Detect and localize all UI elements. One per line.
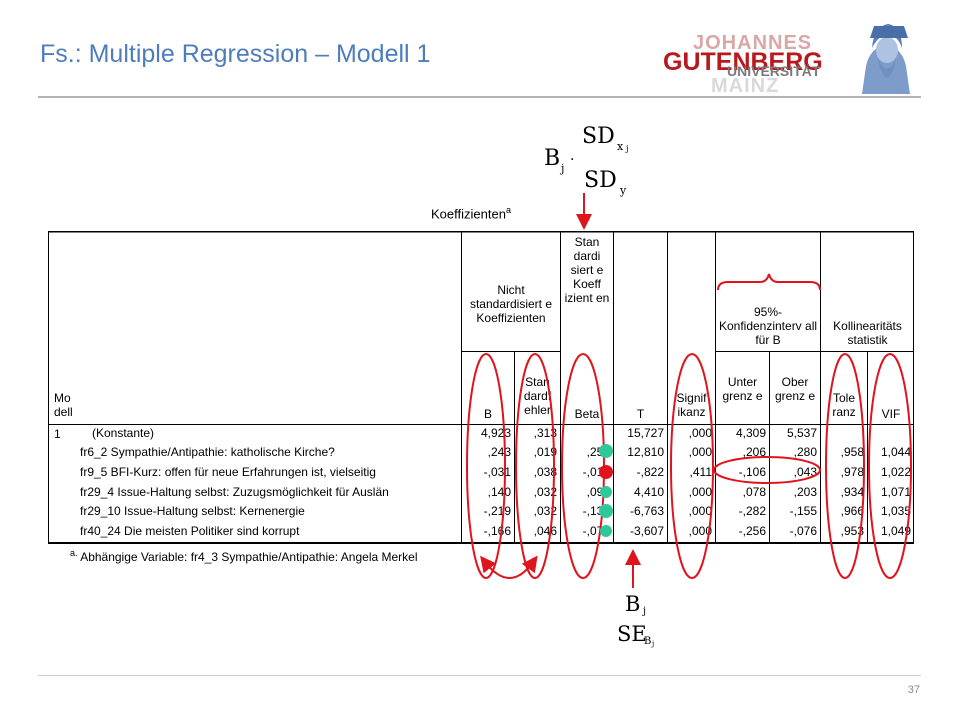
cell-b: -,031: [483, 465, 511, 479]
page-number: 37: [907, 684, 920, 696]
cell-se: ,313: [533, 426, 557, 440]
footer-divider: [38, 675, 921, 676]
row-label: fr29_10 Issue-Haltung selbst: Kernenergi…: [80, 504, 305, 518]
header-upper-bound: Ober grenz e: [774, 375, 816, 403]
header-std-error: Stan dardf ehler: [523, 375, 552, 417]
formula-sub-x: x: [617, 140, 624, 153]
cell-lower: ,078: [742, 485, 766, 499]
header-unstandardized: Nicht standardisiert e Koeffizienten: [469, 283, 553, 325]
cell-beta: ,090: [586, 485, 610, 499]
cell-beta: -,136: [582, 504, 610, 518]
cell-t: 12,810: [627, 445, 664, 459]
row-label: (Konstante): [92, 426, 155, 440]
cell-t: 15,727: [627, 426, 664, 440]
cell-tol: ,934: [840, 485, 864, 499]
cell-lower: -,256: [738, 524, 766, 538]
header-b: B: [483, 407, 492, 421]
header-vif: VIF: [881, 407, 901, 421]
header-beta: Beta: [574, 407, 600, 421]
gutenberg-portrait-icon: [848, 18, 924, 94]
cell-b: -,166: [483, 524, 511, 538]
table-footnote: a. Abhängige Variable: fr4_3 Sympathie/A…: [70, 548, 418, 564]
logo-line-gutenberg: GUTENBERG: [663, 48, 823, 76]
logo-line-mainz: MAINZ: [711, 75, 780, 97]
cell-upper: ,203: [793, 485, 817, 499]
logo-line-universitaet: UNIVERSITÄT: [727, 63, 821, 79]
header-t: T: [636, 407, 645, 421]
cell-b: 4,923: [480, 426, 511, 440]
formula-sub-j: j: [643, 606, 647, 617]
logo-line-johannes: JOHANNES: [693, 32, 813, 54]
cell-upper: ,280: [793, 445, 817, 459]
curved-arrow-b-se: [480, 555, 538, 579]
row-label: fr40_24 Die meisten Politiker sind korru…: [80, 524, 300, 538]
formula-sd-denominator: SD: [584, 168, 617, 193]
cell-beta: ,259: [586, 445, 610, 459]
cell-tol: ,966: [840, 504, 864, 518]
header-tolerance: Tole ranz: [832, 391, 856, 419]
cell-upper: -,076: [789, 524, 817, 538]
cell-se: ,032: [533, 485, 557, 499]
table-title: Koeffizientena: [431, 205, 511, 222]
cell-vif: 1,035: [880, 504, 911, 518]
formula-sub-xj: j: [626, 144, 629, 153]
cell-vif: 1,044: [880, 445, 911, 459]
header-standardized: Stan dardi siert e Koeff izient en: [564, 235, 610, 305]
cell-t: -,822: [636, 465, 664, 479]
header-lower-bound: Unter grenz e: [722, 375, 763, 403]
cell-upper: -,155: [789, 504, 817, 518]
formula-b: B: [544, 146, 561, 171]
cell-sig: ,411: [689, 465, 712, 479]
formula-sd-numerator: SD: [582, 124, 615, 149]
cell-beta: -,073: [582, 524, 610, 538]
cell-t: -6,763: [629, 504, 664, 518]
cell-tol: ,953: [840, 524, 864, 538]
cell-t: 4,410: [633, 485, 664, 499]
cell-sig: ,000: [688, 504, 712, 518]
row-label: fr6_2 Sympathie/Antipathie: katholische …: [80, 445, 335, 459]
cell-upper: ,043: [793, 465, 817, 479]
formula-dot: ·: [570, 152, 575, 168]
row-label: fr9_5 BFI-Kurz: offen für neue Erfahrung…: [80, 465, 376, 479]
cell-vif: 1,049: [880, 524, 911, 538]
cell-se: ,032: [533, 504, 557, 518]
cell-lower: -,282: [738, 504, 766, 518]
cell-b: ,243: [487, 445, 511, 459]
model-number: 1: [54, 427, 61, 441]
header-collinearity: Kollinearitäts statistik: [833, 319, 902, 347]
formula-b: B: [625, 592, 641, 616]
cell-tol: ,958: [840, 445, 864, 459]
cell-sig: ,000: [688, 485, 712, 499]
cell-se: ,019: [533, 445, 557, 459]
formula-sub-b: B: [644, 636, 652, 647]
cell-sig: ,000: [688, 524, 712, 538]
header-significance: Signif ikanz: [676, 391, 707, 419]
cell-upper: 5,537: [786, 426, 817, 440]
cell-lower: -,106: [738, 465, 766, 479]
cell-beta: -,016: [582, 465, 610, 479]
row-label: fr29_4 Issue-Haltung selbst: Zuzugsmögli…: [80, 485, 389, 499]
cell-b: -,219: [483, 504, 511, 518]
cell-b: ,140: [487, 485, 511, 499]
formula-sub-bj: j: [652, 640, 655, 648]
cell-t: -3,607: [629, 524, 664, 538]
cell-se: ,046: [533, 524, 557, 538]
cell-sig: ,000: [688, 445, 712, 459]
cell-lower: 4,309: [735, 426, 766, 440]
cell-se: ,038: [533, 465, 557, 479]
cell-lower: ,206: [742, 445, 766, 459]
header-confidence-interval: 95%-Konfidenzinterv all für B: [718, 305, 818, 347]
formula-sub-y: y: [620, 184, 627, 197]
cell-tol: ,978: [840, 465, 864, 479]
university-logo: JOHANNES GUTENBERG UNIVERSITÄT MAINZ: [655, 30, 825, 97]
slide-title: Fs.: Multiple Regression – Modell 1: [40, 40, 431, 68]
cell-sig: ,000: [688, 426, 712, 440]
coefficients-table: Nicht standardisiert e Koeffizienten Sta…: [48, 231, 914, 545]
formula-sub-j: j: [561, 162, 565, 175]
header-modell: Mo dell: [54, 391, 73, 419]
cell-vif: 1,071: [880, 485, 911, 499]
cell-vif: 1,022: [880, 465, 911, 479]
header-divider: [38, 96, 921, 98]
formula-se: SE: [617, 622, 647, 646]
